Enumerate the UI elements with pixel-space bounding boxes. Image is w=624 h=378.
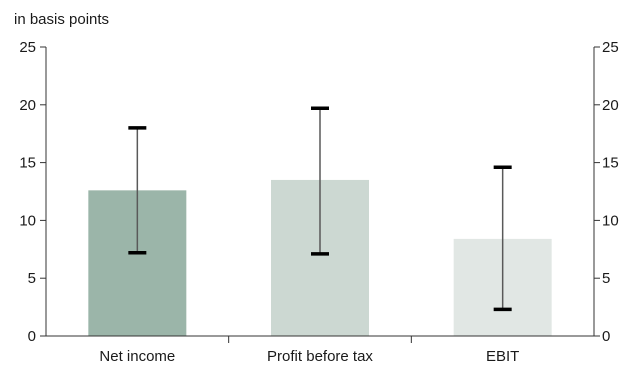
y-tick-label-right: 10 [602, 212, 619, 229]
y-tick-label-left: 25 [19, 39, 36, 56]
y-tick-label-left: 0 [28, 328, 36, 345]
y-tick-label-right: 5 [602, 270, 610, 287]
x-tick-label: Net income [99, 348, 175, 365]
y-tick-label-right: 20 [602, 97, 619, 114]
y-tick-label-left: 5 [28, 270, 36, 287]
y-tick-label-right: 15 [602, 155, 619, 172]
y-tick-label-left: 15 [19, 155, 36, 172]
x-tick-label: EBIT [486, 348, 519, 365]
x-tick-label: Profit before tax [267, 348, 373, 365]
y-tick-label-right: 0 [602, 328, 610, 345]
y-tick-label-right: 25 [602, 39, 619, 56]
y-tick-label-left: 10 [19, 212, 36, 229]
y-tick-label-left: 20 [19, 97, 36, 114]
unit-label: in basis points [14, 11, 110, 28]
